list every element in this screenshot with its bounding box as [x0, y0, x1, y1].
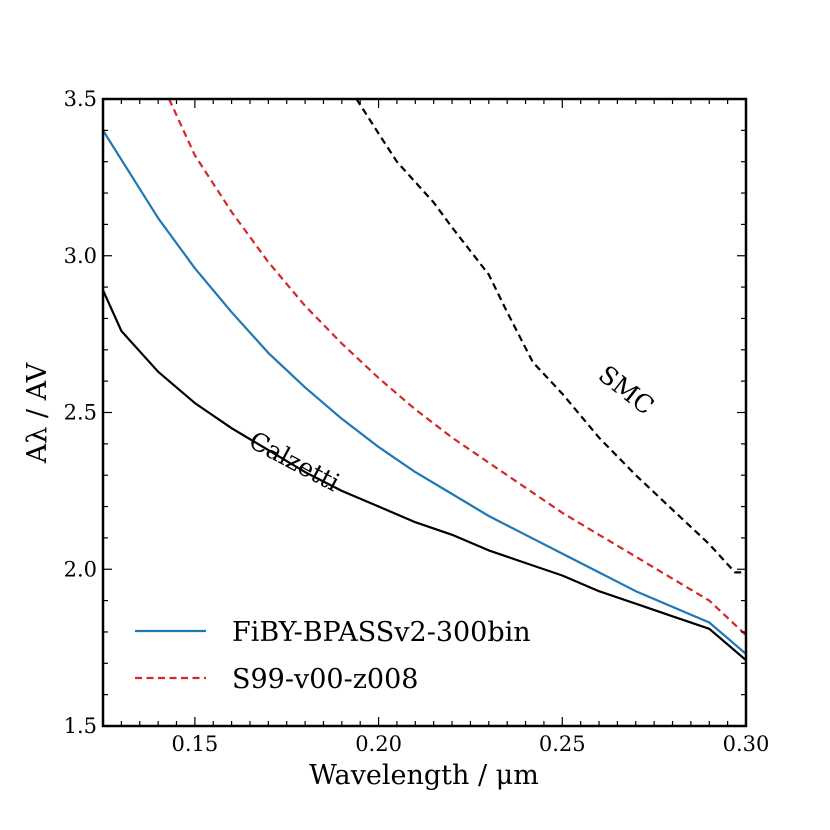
series-line-fiby-bpassv2-300bin	[103, 129, 746, 655]
x-tick-label: 0.20	[355, 732, 402, 756]
legend-label-s99-v00-z008: S99-v00-z008	[232, 664, 418, 695]
y-tick-label: 2.0	[64, 557, 97, 581]
y-tick-label: 2.5	[64, 401, 97, 425]
legend: FiBY-BPASSv2-300bin S99-v00-z008	[135, 617, 531, 695]
legend-label-fiby-bpassv2-300bin: FiBY-BPASSv2-300bin	[232, 617, 531, 648]
y-tick-label: 1.5	[64, 714, 97, 738]
series-line-smc	[355, 99, 746, 574]
y-axis-label: Aλ / AV	[22, 362, 53, 464]
series-line-s99-v00-z008	[168, 99, 746, 636]
x-tick-label: 0.25	[539, 732, 586, 756]
curve-annotations: SMC Calzetti	[244, 360, 659, 498]
axis-ticks: 0.15 0.20 0.25 0.30 1.5 2.0 2.5 3.0 3.5	[64, 87, 770, 756]
series-lines	[103, 99, 746, 662]
x-axis-label: Wavelength / μm	[309, 760, 539, 791]
series-line-calzetti	[103, 289, 746, 662]
y-tick-label: 3.0	[64, 244, 97, 268]
x-tick-label: 0.30	[723, 732, 770, 756]
annotation-calzetti: Calzetti	[244, 426, 344, 498]
annotation-smc: SMC	[593, 360, 660, 421]
x-tick-label: 0.15	[171, 732, 218, 756]
y-tick-label: 3.5	[64, 87, 97, 111]
